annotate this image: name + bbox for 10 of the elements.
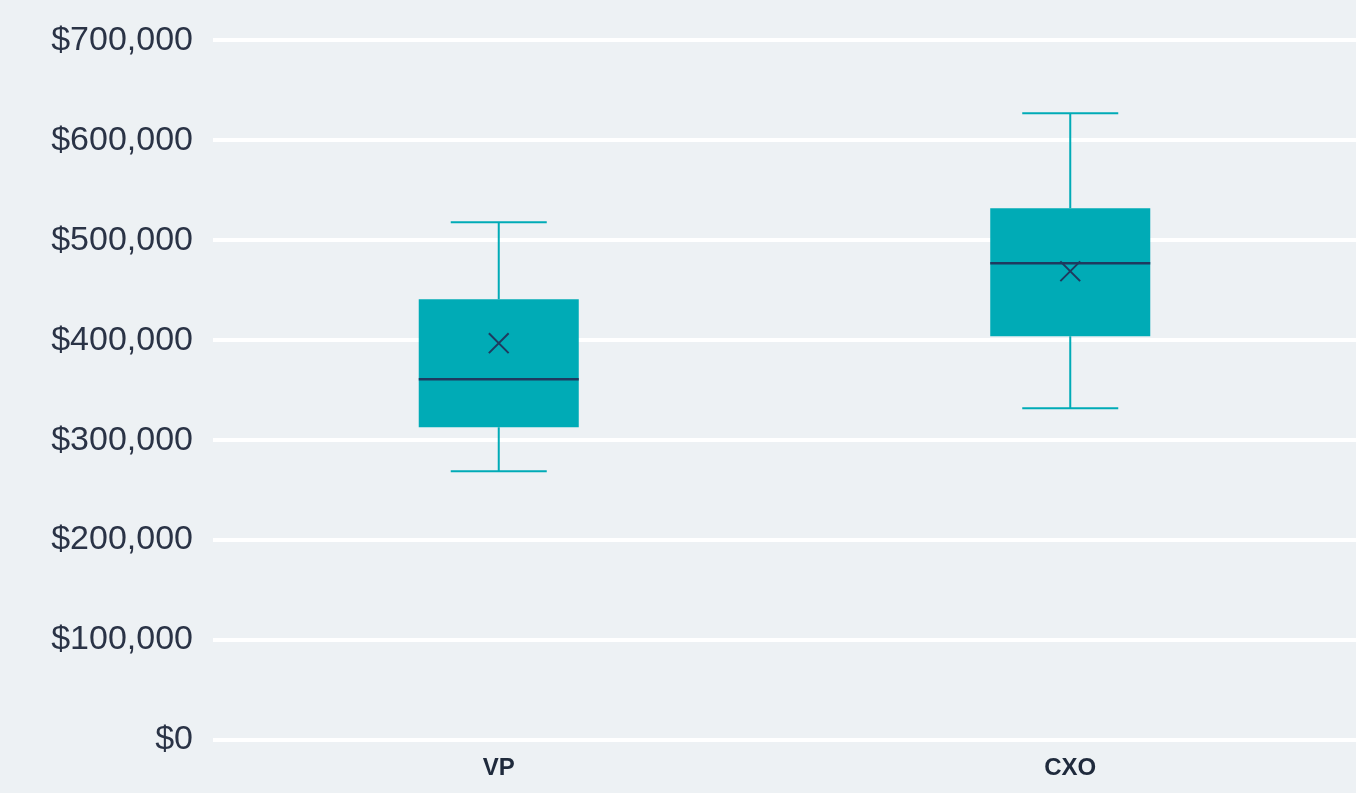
y-tick-label: $0 xyxy=(155,718,193,757)
y-tick-label: $500,000 xyxy=(51,218,193,257)
y-tick-label: $100,000 xyxy=(51,618,193,657)
x-tick-label: VP xyxy=(482,753,515,781)
y-tick-label: $400,000 xyxy=(51,318,193,357)
x-tick-label: CXO xyxy=(1044,753,1097,781)
y-tick-label: $300,000 xyxy=(51,418,193,457)
y-tick-label: $200,000 xyxy=(51,518,193,557)
y-tick-label: $600,000 xyxy=(51,118,193,157)
y-tick-label: $700,000 xyxy=(51,18,193,57)
